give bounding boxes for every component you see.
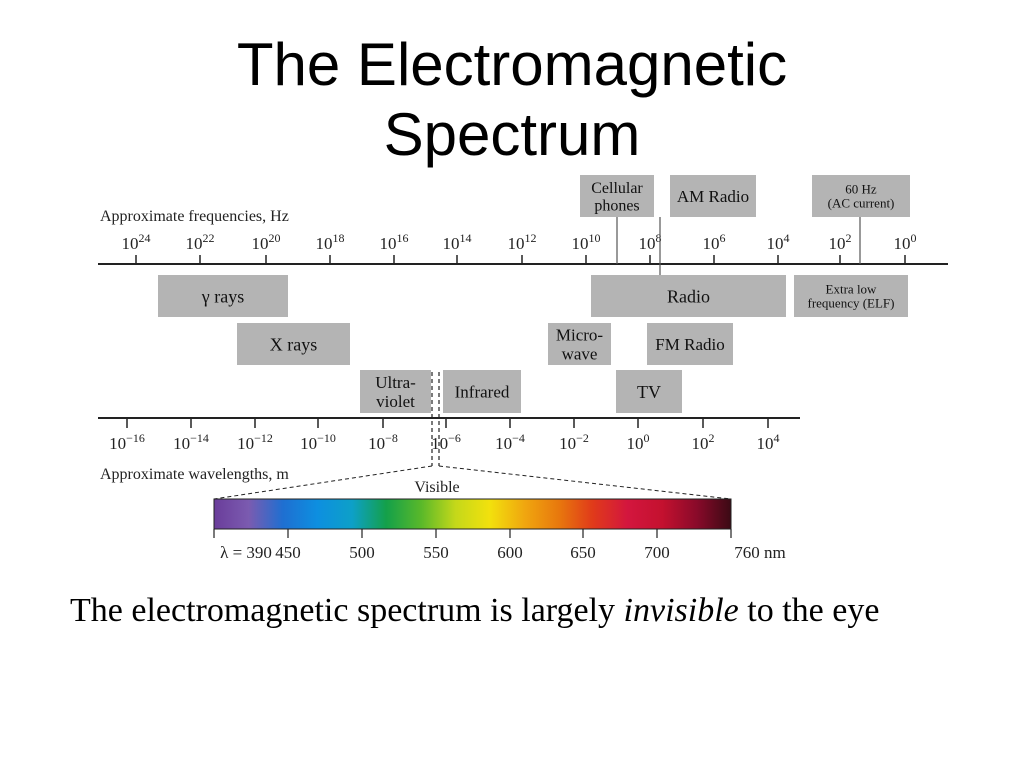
band-uv-label: Ultra- <box>375 373 416 392</box>
band-microwave-label: wave <box>562 344 598 363</box>
band-radio-box <box>591 275 786 317</box>
callout-hz60-box <box>812 175 910 217</box>
wavelength-tick-label: 100 <box>627 431 650 453</box>
caption-text: The electromagnetic spectrum is largely <box>70 592 624 629</box>
frequency-tick-label: 1020 <box>252 231 281 253</box>
wavelength-tick-label: 10−16 <box>109 431 145 453</box>
frequency-axis-label: Approximate frequencies, Hz <box>100 208 289 225</box>
wavelength-tick-label: 10−8 <box>368 431 398 453</box>
visible-tick-label: 760 nm <box>734 543 785 562</box>
visible-tick-label: 650 <box>570 543 596 562</box>
band-xrays-box <box>237 323 350 365</box>
band-fm-label: FM Radio <box>655 335 724 354</box>
band-radio-label: Radio <box>667 286 710 306</box>
em-spectrum-diagram: Approximate frequencies, Hz 1024 1022 1020… <box>98 175 948 562</box>
band-tv: TV <box>616 370 682 413</box>
band-gamma-box <box>158 275 288 317</box>
frequency-tick-label: 104 <box>767 231 790 253</box>
frequency-tick-label: 1014 <box>443 231 472 253</box>
band-tv-label: TV <box>637 382 661 402</box>
callout-cellular-label: phones <box>594 197 639 214</box>
title-line-1: The Electromagnetic <box>236 31 788 98</box>
band-radio: Radio <box>591 275 786 317</box>
band-fm: FM Radio <box>647 323 733 365</box>
band-elf-label: frequency (ELF) <box>808 296 895 311</box>
wavelength-tick-label: 10−2 <box>559 431 589 453</box>
band-uv-box <box>360 370 431 413</box>
band-xrays-label: X rays <box>270 334 318 354</box>
band-fm-box <box>647 323 733 365</box>
band-infrared: Infrared <box>443 370 521 413</box>
caption-emphasis: invisible <box>623 592 739 629</box>
wavelength-tick-label: 10−4 <box>495 431 525 453</box>
callout-am-label: AM Radio <box>677 187 749 206</box>
callout-cellular-label: Cellular <box>591 180 643 197</box>
slide-title: The Electromagnetic Spectrum <box>0 30 1024 170</box>
frequency-tick-label: 1012 <box>508 231 537 253</box>
frequency-tick-label: 102 <box>829 231 852 253</box>
wavelength-tick-label: 10−10 <box>300 431 336 453</box>
band-gamma: γ rays <box>158 275 288 317</box>
band-elf-box <box>794 275 908 317</box>
wavelength-axis-label: Approximate wavelengths, m <box>100 466 289 483</box>
band-microwave-label: Micro- <box>556 326 604 345</box>
wavelength-tick-label: 104 <box>757 431 780 453</box>
visible-tick-label: 450 <box>275 543 301 562</box>
callout-hz60: 60 Hz(AC current) <box>812 175 910 217</box>
wavelength-axis: 10−16 10−14 10−12 10−10 10−8 10−6 10−4 10−2 100 1… <box>109 418 780 453</box>
frequency-tick-label: 1022 <box>186 231 215 253</box>
band-tv-box <box>616 370 682 413</box>
visible-tick-label: λ = 390 <box>220 543 272 562</box>
callout-hz60-label: (AC current) <box>828 196 895 211</box>
wavelength-tick-label: 10−6 <box>431 431 461 453</box>
wavelength-tick-label: 102 <box>692 431 715 453</box>
band-xrays: X rays <box>237 323 350 365</box>
band-elf-label: Extra low <box>826 281 878 296</box>
band-uv-label: violet <box>376 392 415 411</box>
callout-hz60-label: 60 Hz <box>845 181 877 196</box>
frequency-tick-label: 1018 <box>316 231 345 253</box>
band-infrared-label: Infrared <box>455 382 510 401</box>
frequency-axis: 1024 1022 1020 1018 1016 1014 1012 1010 108 106 10… <box>122 231 917 264</box>
visible-zoom-right <box>438 465 732 500</box>
frequency-tick-label: 106 <box>703 231 726 253</box>
slide-caption: The electromagnetic spectrum is largely … <box>70 588 970 634</box>
band-microwave: Micro-wave <box>548 323 611 365</box>
visible-tick-label: 550 <box>423 543 449 562</box>
band-microwave-box <box>548 323 611 365</box>
frequency-tick-label: 108 <box>639 231 662 253</box>
frequency-tick-label: 1010 <box>572 231 601 253</box>
band-infrared-box <box>443 370 521 413</box>
visible-tick-label: 600 <box>497 543 523 562</box>
callout-am-box <box>670 175 756 217</box>
frequency-tick-label: 100 <box>894 231 917 253</box>
band-gamma-label: γ rays <box>201 286 244 306</box>
callout-cellular-box <box>580 175 654 217</box>
visible-tick-label: 700 <box>644 543 670 562</box>
wavelength-tick-label: 10−12 <box>237 431 273 453</box>
band-uv: Ultra-violet <box>360 370 431 413</box>
caption-text-end: to the eye <box>738 592 880 629</box>
visible-zoom-left <box>213 465 433 500</box>
title-line-2: Spectrum <box>383 101 641 168</box>
visible-label: Visible <box>414 479 459 496</box>
callout-am: AM Radio <box>670 175 756 217</box>
visible-tick-label: 500 <box>349 543 375 562</box>
visible-spectrum-bar <box>213 498 732 530</box>
wavelength-tick-label: 10−14 <box>173 431 209 453</box>
visible-axis: λ = 390 450 500 550 600 650 700 760 nm <box>213 529 786 562</box>
band-boxes: γ rays X rays Ultra-violet Infrared Micro-wa… <box>158 275 908 413</box>
frequency-tick-label: 1016 <box>380 231 409 253</box>
frequency-tick-label: 1024 <box>122 231 151 253</box>
